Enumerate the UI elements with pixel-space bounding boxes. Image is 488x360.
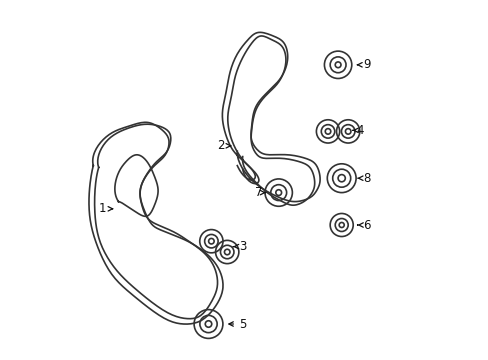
- Text: 5: 5: [228, 318, 246, 330]
- Text: 7: 7: [255, 186, 265, 199]
- Text: 4: 4: [352, 124, 363, 137]
- Text: 3: 3: [233, 240, 246, 253]
- Text: 9: 9: [357, 58, 370, 71]
- Text: 6: 6: [357, 219, 370, 231]
- Text: 2: 2: [217, 139, 230, 152]
- Text: 1: 1: [99, 202, 112, 215]
- Text: 8: 8: [357, 172, 370, 185]
